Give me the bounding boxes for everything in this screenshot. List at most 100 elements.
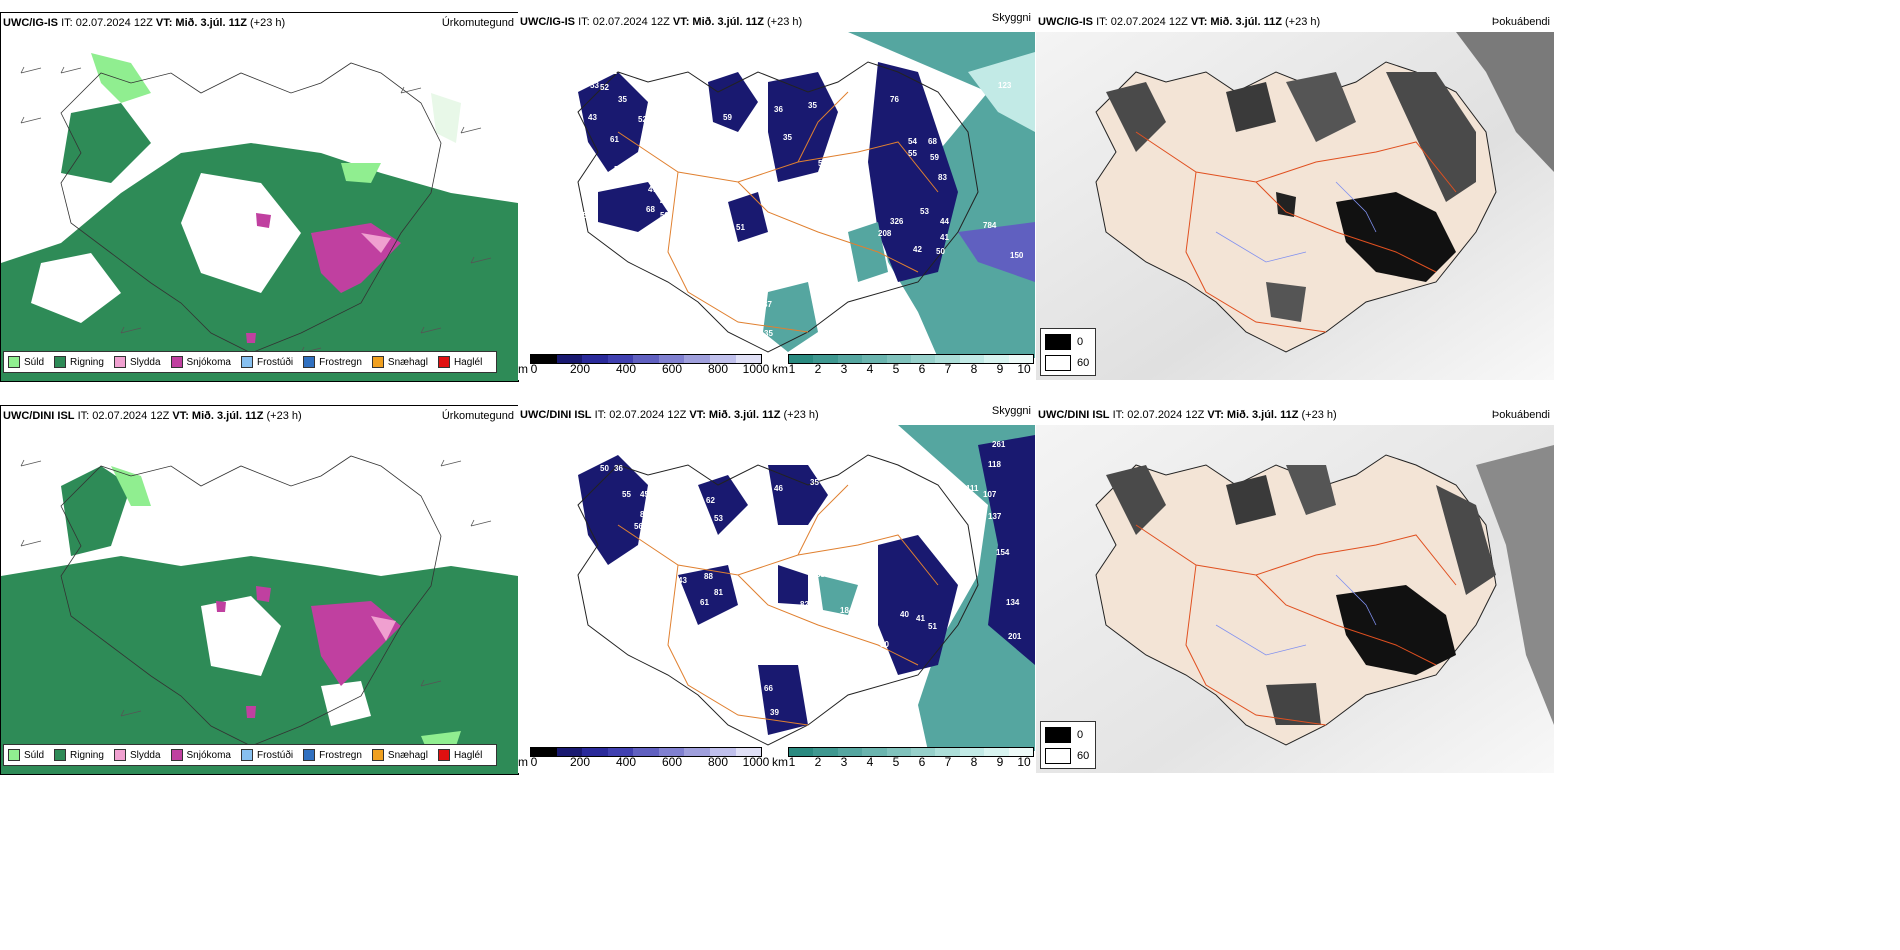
fog-panel-row2: UWC/DINI ISL IT: 02.07.2024 12Z VT: Mið.… — [1036, 405, 1554, 773]
fog-legend: 0 60 — [1040, 328, 1096, 376]
cloud-label: 87 — [763, 300, 772, 309]
cloud-label: 48 — [854, 663, 863, 672]
cloud-label: 35 — [808, 101, 817, 110]
cloud-map-svg: 50 36 55 45 56 83 62 46 35 81 97 88 81 6… — [518, 425, 1035, 751]
cloud-label: 81 — [714, 588, 723, 597]
precip-legend: Súld Rigning Slydda Snjókoma Frostúði Fr… — [3, 351, 498, 373]
precip-panel-row1: UWC/IG-IS IT: 02.07.2024 12Z VT: Mið. 3.… — [0, 12, 519, 382]
init-time: IT: 02.07.2024 12Z — [77, 410, 170, 422]
legend-item-rigning: Rigning — [54, 356, 104, 368]
cloud-label: 52 — [638, 115, 647, 124]
panel-header: UWC/IG-IS IT: 02.07.2024 12Z VT: Mið. 3.… — [1038, 16, 1320, 28]
cloud-label: 39 — [770, 708, 779, 717]
cloud-label: 137 — [988, 512, 1002, 521]
panel-title: Úrkomutegund — [441, 17, 514, 29]
cloud-label: 184 — [840, 606, 854, 615]
panel-header: UWC/DINI ISL IT: 02.07.2024 12Z VT: Mið.… — [3, 410, 302, 422]
cloud-panel-row1: UWC/IG-IS IT: 02.07.2024 12Z VT: Mið. 3.… — [518, 12, 1035, 380]
precip-map-svg — [1, 33, 518, 381]
valid-time: Mið. 3.júl. 11Z — [1210, 16, 1282, 28]
valid-time: Mið. 3.júl. 11Z — [191, 410, 264, 422]
panel-title: Úrkomutegund — [441, 410, 514, 422]
cloud-label: 55 — [908, 149, 917, 158]
cloud-label: 35 — [618, 95, 627, 104]
valid-time: Mið. 3.júl. 11Z — [175, 17, 247, 29]
legend-item-sudl: Súld — [8, 356, 44, 368]
cloud-label: 76 — [890, 95, 899, 104]
legend-item-slydda: Slydda — [113, 749, 161, 761]
cloud-label: 66 — [836, 255, 845, 264]
precip-map — [1, 33, 518, 381]
cloud-label: 68 — [646, 205, 655, 214]
colorbar-swatches — [788, 354, 1034, 364]
model-name: UWC/IG-IS — [3, 17, 58, 29]
visibility-colorbar: km 1 2 3 4 5 6 7 8 9 10 — [772, 354, 1034, 376]
valid-label: VT: — [172, 410, 189, 422]
cloud-label: 45 — [578, 211, 587, 220]
fog-legend-item: 0 — [1045, 334, 1091, 350]
cloud-label: 97 — [716, 534, 725, 543]
precip-map-svg — [1, 426, 518, 774]
colorbar-swatches — [530, 354, 762, 364]
cloud-label: 44 — [940, 217, 949, 226]
cloud-label: 57 — [658, 582, 667, 591]
legend-item-frostudi: Frostúði — [240, 356, 293, 368]
valid-label: VT: — [1190, 16, 1208, 28]
cloud-label: 784 — [983, 221, 997, 230]
cloud-label: 118 — [988, 460, 1001, 469]
fog-legend-item: 0 — [1045, 727, 1091, 743]
valid-label: VT: — [689, 409, 706, 421]
cloud-label: 111 — [966, 484, 979, 493]
cloud-map: 67 62 52 35 52 61 59 36 35 53 35 57 59 4… — [518, 32, 1035, 358]
fog-map — [1036, 32, 1554, 380]
cloud-base-colorbar: m 0 200 400 600 800 1000 — [518, 354, 769, 376]
cloud-label: 62 — [608, 67, 617, 76]
valid-label: VT: — [1207, 409, 1224, 421]
colorbar-unit: km — [772, 755, 788, 769]
colorbar-unit: m — [518, 362, 528, 376]
cloud-label: 81 — [788, 538, 797, 547]
panel-header: UWC/IG-IS IT: 02.07.2024 12Z VT: Mið. 3.… — [3, 17, 285, 29]
lead-time: (+23 h) — [250, 17, 286, 29]
cloud-panel-row2: UWC/DINI ISL IT: 02.07.2024 12Z VT: Mið.… — [518, 405, 1035, 773]
colorbar-swatches — [530, 747, 762, 757]
legend-item-slydda: Slydda — [113, 356, 161, 368]
legend-item-snaehagl: Snæhagl — [371, 356, 428, 368]
precip-panel-row2: UWC/DINI ISL IT: 02.07.2024 12Z VT: Mið.… — [0, 405, 519, 775]
cloud-label: 62 — [706, 496, 715, 505]
cloud-label: 50 — [600, 464, 609, 473]
fog-panel-row1: UWC/IG-IS IT: 02.07.2024 12Z VT: Mið. 3.… — [1036, 12, 1554, 380]
cloud-label: 50 — [936, 247, 945, 256]
cloud-label: 41 — [660, 197, 669, 206]
panel-title: Skyggni — [991, 12, 1031, 24]
cloud-label: 42 — [913, 245, 922, 254]
legend-item-rigning: Rigning — [54, 749, 104, 761]
init-time: IT: 02.07.2024 12Z — [1096, 16, 1188, 28]
cloud-label: 326 — [890, 217, 904, 226]
visibility-colorbar: km 1 2 3 4 5 6 7 8 9 10 — [772, 747, 1034, 769]
lead-time: (+23 h) — [767, 16, 803, 28]
cloud-label: 61 — [700, 598, 709, 607]
cloud-label: 61 — [610, 135, 619, 144]
cloud-label: 150 — [1010, 251, 1024, 260]
cloud-label: 60 — [630, 624, 639, 633]
cloud-label: 386 — [816, 570, 830, 579]
cloud-label: 47 — [793, 177, 802, 186]
fog-legend-item: 60 — [1045, 355, 1091, 371]
panel-header: UWC/DINI ISL IT: 02.07.2024 12Z VT: Mið.… — [520, 409, 819, 421]
cloud-label: 123 — [998, 81, 1012, 90]
cloud-label: 53 — [943, 129, 952, 138]
legend-item-frostregn: Frostregn — [303, 749, 362, 761]
cloud-label: 41 — [916, 614, 925, 623]
cloud-label: 66 — [764, 684, 773, 693]
cloud-label: 50 — [880, 640, 889, 649]
cloud-label: 201 — [1008, 632, 1022, 641]
cloud-label: 46 — [774, 484, 783, 493]
cloud-label: 75 — [836, 570, 845, 579]
cloud-label: 52 — [614, 165, 623, 174]
panel-header: UWC/IG-IS IT: 02.07.2024 12Z VT: Mið. 3.… — [520, 16, 802, 28]
legend-item-snjokoma: Snjókoma — [170, 749, 231, 761]
legend-item-frostudi: Frostúði — [240, 749, 293, 761]
cloud-label: 56 — [634, 522, 643, 531]
valid-time: Mið. 3.júl. 11Z — [708, 409, 781, 421]
